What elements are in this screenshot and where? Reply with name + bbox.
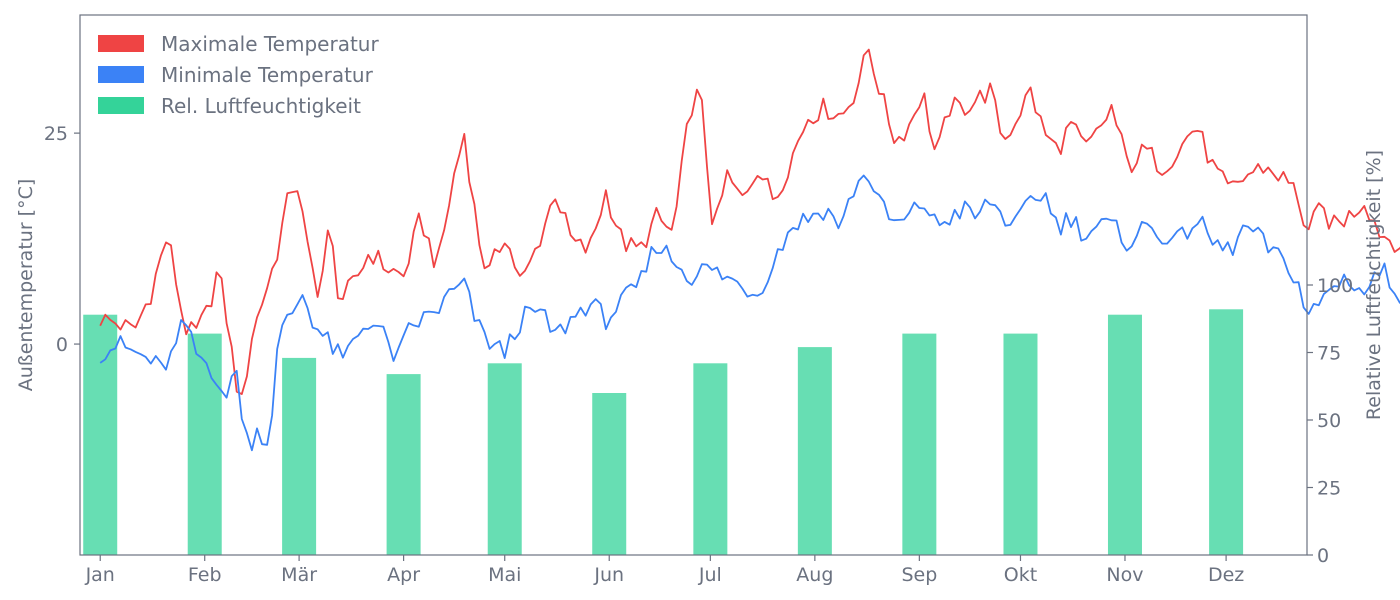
x-tick-label: Feb	[188, 564, 222, 586]
y-axis-left: 0 25	[44, 123, 80, 356]
y-left-tick-label: 0	[56, 334, 68, 356]
legend: Maximale Temperatur Minimale Temperatur …	[98, 32, 379, 118]
y-right-tick-label: 25	[1317, 478, 1341, 500]
x-tick-label: Okt	[1004, 564, 1037, 586]
humidity-bar-jul	[693, 363, 728, 555]
legend-label-max: Maximale Temperatur	[161, 32, 379, 56]
temperature-lines	[99, 48, 1400, 452]
y-right-tick-label: 100	[1317, 275, 1353, 297]
x-tick-label: Jun	[593, 564, 624, 586]
humidity-bar-okt	[1003, 333, 1038, 555]
humidity-bar-sep	[902, 333, 937, 555]
y-axis-right-label: Relative Luftfeuchtigkeit [%]	[1363, 150, 1385, 420]
legend-swatch-min	[98, 66, 144, 83]
humidity-bar-nov	[1107, 314, 1142, 555]
legend-swatch-max	[98, 35, 144, 52]
humidity-bars	[83, 309, 1244, 555]
y-axis-right: 0 25 50 75 100	[1307, 275, 1353, 567]
x-tick-label: Dez	[1208, 564, 1244, 586]
humidity-bar-jan	[83, 314, 118, 555]
legend-swatch-humidity	[98, 97, 144, 114]
y-right-tick-label: 50	[1317, 410, 1341, 432]
x-axis: Jan Feb Mär Apr Mai Jun Jul Aug Sep Okt Nov Dez	[85, 555, 1244, 586]
y-left-tick-label: 25	[44, 123, 68, 145]
humidity-bar-feb	[187, 333, 222, 555]
humidity-bar-mär	[282, 357, 317, 555]
x-tick-label: Jul	[698, 564, 722, 586]
y-right-tick-label: 75	[1317, 343, 1341, 365]
humidity-bar-aug	[797, 347, 832, 555]
humidity-bar-mai	[487, 363, 522, 555]
y-axis-left-label: Außentemperatur [°C]	[15, 179, 37, 392]
x-tick-label: Sep	[901, 564, 937, 586]
max-temperature-line	[99, 48, 1400, 396]
min-temperature-line	[99, 174, 1400, 452]
x-tick-label: Mär	[281, 564, 317, 586]
legend-label-humidity: Rel. Luftfeuchtigkeit	[161, 94, 361, 118]
humidity-bar-dez	[1209, 309, 1244, 555]
humidity-bar-jun	[592, 393, 627, 555]
x-tick-label: Mai	[488, 564, 521, 586]
x-tick-label: Aug	[796, 564, 833, 586]
x-tick-label: Jan	[85, 564, 115, 586]
x-tick-label: Nov	[1106, 564, 1143, 586]
humidity-bar-apr	[386, 374, 421, 555]
x-tick-label: Apr	[387, 564, 420, 586]
y-right-tick-label: 0	[1317, 545, 1329, 567]
legend-label-min: Minimale Temperatur	[161, 63, 374, 87]
